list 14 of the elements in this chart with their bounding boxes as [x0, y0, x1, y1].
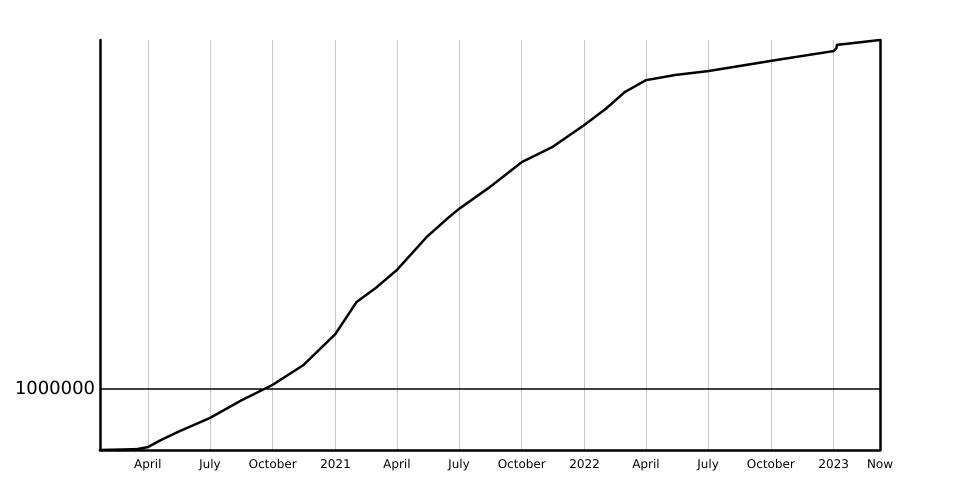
text: 1000000: [14, 378, 95, 399]
x-tick-label: April: [134, 457, 162, 471]
x-tick-label: July: [198, 457, 221, 471]
x-tick-label: 2022: [569, 457, 600, 471]
x-tick-label: July: [696, 457, 719, 471]
x-tick-label: Now: [866, 457, 894, 471]
x-tick-label: April: [383, 457, 411, 471]
x-tick-label: October: [746, 457, 795, 471]
x-tick-label: October: [248, 457, 297, 471]
x-tick-label: 2023: [818, 457, 849, 471]
x-tick-label: April: [632, 457, 660, 471]
x-tick-label: July: [447, 457, 470, 471]
x-tick-label: October: [498, 457, 546, 471]
x-tick-label: 2021: [320, 457, 351, 471]
